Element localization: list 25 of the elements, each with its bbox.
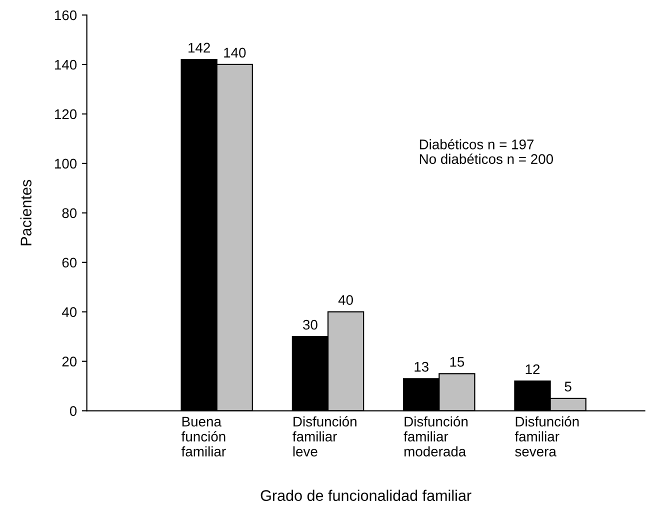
x-axis-title: Grado de funcionalidad familiar xyxy=(260,490,472,501)
data-label: 12 xyxy=(526,364,540,374)
y-tick-label: 80 xyxy=(62,208,77,218)
y-tick-label: 100 xyxy=(55,158,77,169)
x-tick-label: Buena función familiar xyxy=(182,416,226,456)
data-label: 140 xyxy=(224,48,246,58)
y-tick-label: 120 xyxy=(55,109,77,120)
data-label: 30 xyxy=(303,320,318,330)
x-tick-label: Disfunción familiar severa xyxy=(514,416,579,456)
data-label: 5 xyxy=(564,382,572,392)
annotation: Diabéticos n = 197 xyxy=(420,138,534,150)
x-tick-label: Disfunción familiar leve xyxy=(292,416,356,456)
x-tick-label: Disfunción familiar moderada xyxy=(404,416,468,456)
y-tick-label: 0 xyxy=(70,406,77,416)
data-label: 15 xyxy=(450,357,464,367)
data-label: 142 xyxy=(188,42,210,52)
y-tick-label: 20 xyxy=(62,356,77,366)
y-tick-label: 60 xyxy=(62,258,77,268)
y-axis-title: Pacientes xyxy=(20,180,32,246)
data-label: 40 xyxy=(338,295,353,305)
annotation: No diabéticos n = 200 xyxy=(420,154,553,164)
y-tick-label: 140 xyxy=(55,60,77,70)
y-tick-label: 40 xyxy=(62,307,77,318)
y-tick-label: 160 xyxy=(55,10,77,20)
data-label: 13 xyxy=(414,362,428,372)
